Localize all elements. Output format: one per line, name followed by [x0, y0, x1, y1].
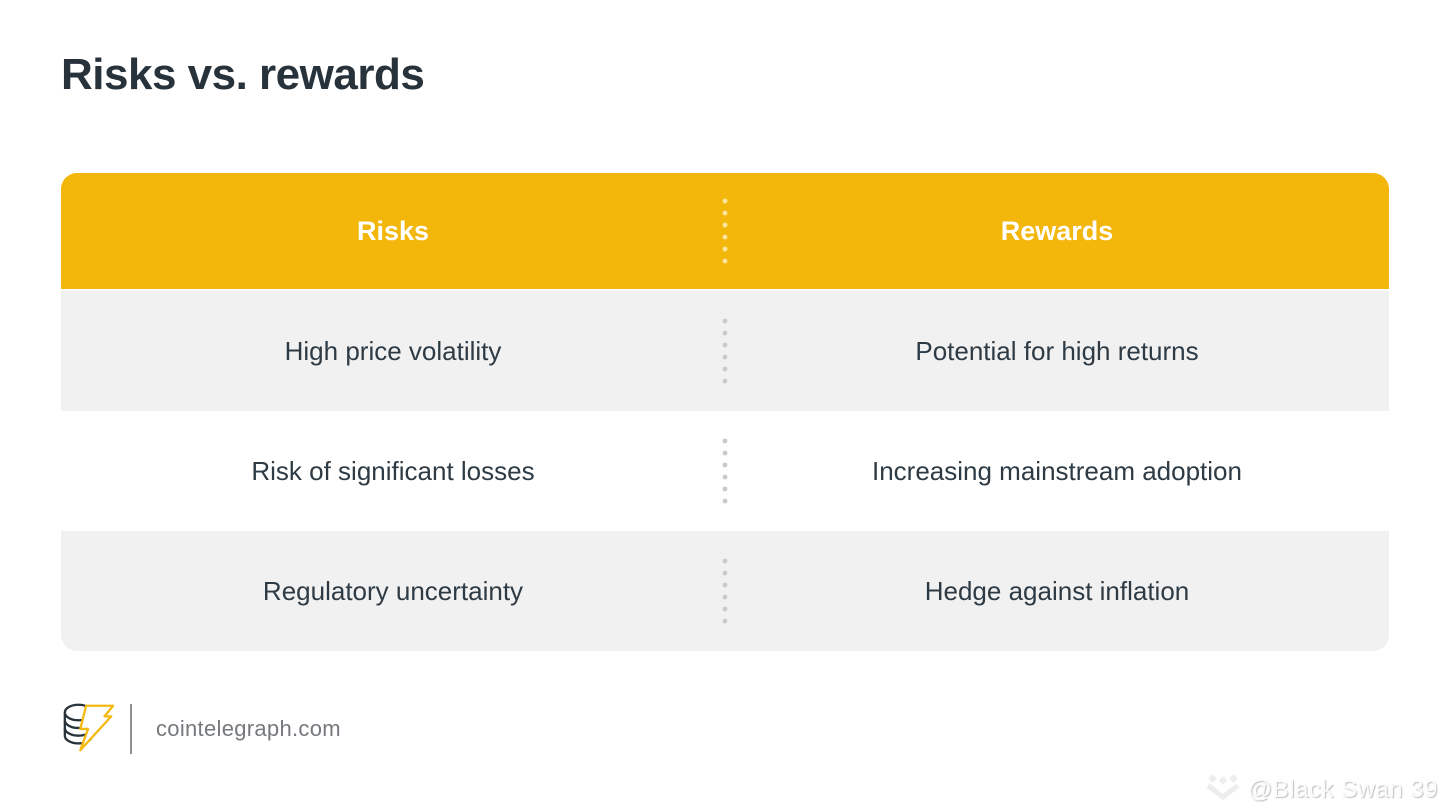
column-header-rewards: Rewards [1000, 215, 1114, 246]
dotted-divider [722, 315, 728, 387]
diamonds-icon [1205, 772, 1241, 807]
cointelegraph-logo-icon [60, 698, 118, 761]
watermark-text: @Black Swan 39 [1247, 775, 1438, 803]
dotted-divider [722, 555, 728, 627]
table-row: High price volatility Potential for high… [61, 291, 1389, 411]
reward-cell: Potential for high returns [915, 335, 1199, 366]
table-row: Regulatory uncertainty Hedge against inf… [61, 531, 1389, 651]
site-url-label: cointelegraph.com [156, 716, 341, 741]
watermark: @Black Swan 39 [1205, 772, 1438, 807]
reward-cell: Increasing mainstream adoption [872, 455, 1242, 486]
dotted-divider [722, 195, 728, 267]
table-row: Risk of significant losses Increasing ma… [61, 411, 1389, 531]
column-header-risks: Risks [356, 215, 430, 246]
dotted-divider [722, 435, 728, 507]
risk-cell: Regulatory uncertainty [262, 575, 524, 606]
risk-cell: Risk of significant losses [251, 455, 535, 486]
reward-cell: Hedge against inflation [924, 575, 1190, 606]
page-title: Risks vs. rewards [61, 50, 425, 99]
risk-cell: High price volatility [284, 335, 502, 366]
footer-brand: cointelegraph.com [60, 700, 341, 758]
footer-divider [130, 704, 132, 754]
table-header-row: Risks Rewards [61, 173, 1389, 291]
risks-rewards-table: Risks Rewards High price volatility Pote… [61, 173, 1389, 651]
